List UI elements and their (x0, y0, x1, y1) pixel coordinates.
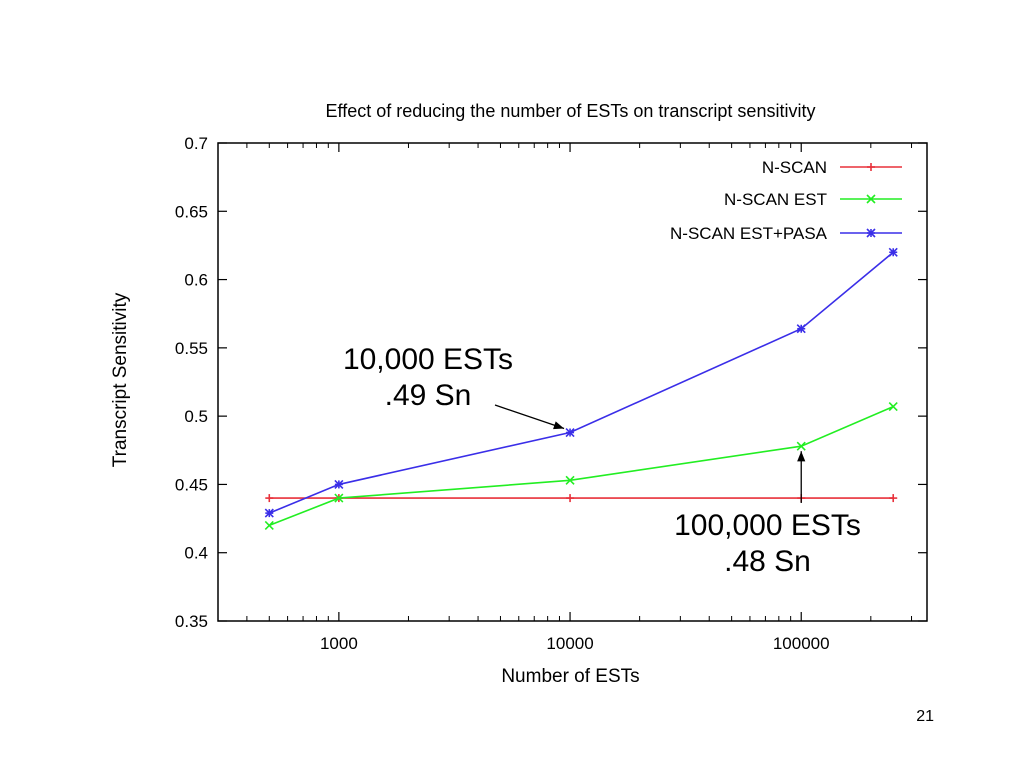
legend-label: N-SCAN EST+PASA (670, 224, 828, 243)
annotation-line: 10,000 ESTs (342, 343, 514, 376)
data-point (334, 493, 344, 503)
annotation-100000-ests: 100,000 ESTs .48 Sn (655, 508, 880, 580)
data-point (888, 402, 898, 412)
y-tick-label: 0.5 (184, 407, 208, 426)
chart-title: Effect of reducing the number of ESTs on… (326, 101, 816, 121)
data-point (566, 494, 575, 503)
data-point (565, 427, 575, 438)
data-point (265, 494, 274, 503)
annotation-arrow-1 (494, 404, 565, 430)
data-point (796, 324, 806, 334)
y-axis-label: Transcript Sensitivity (110, 292, 131, 467)
annotation-line: .48 Sn (724, 545, 811, 578)
plot-frame (217, 142, 928, 622)
data-point (888, 247, 898, 257)
data-point (796, 441, 806, 451)
x-axis-label: Number of ESTs (501, 666, 639, 687)
y-tick-label: 0.4 (184, 544, 208, 563)
x-tick-label: 10000 (546, 634, 593, 653)
y-tick-label: 0.7 (184, 134, 208, 153)
y-tick-label: 0.6 (184, 271, 208, 290)
data-point (889, 494, 898, 503)
x-tick-label: 100000 (773, 634, 830, 653)
legend-marker (866, 194, 876, 204)
data-point (334, 479, 344, 489)
x-tick-label: 1000 (320, 634, 358, 653)
data-point (264, 508, 274, 518)
page-number: 21 (916, 708, 934, 725)
data-point (264, 520, 274, 530)
annotation-line: 100,000 ESTs (674, 509, 861, 542)
arrow-head (797, 451, 806, 462)
arrow-head (553, 421, 565, 430)
legend-marker (866, 228, 876, 238)
y-tick-label: 0.55 (175, 339, 208, 358)
data-point (565, 475, 575, 485)
legend-label: N-SCAN (762, 158, 827, 177)
annotation-line: .49 Sn (384, 379, 472, 412)
y-tick-label: 0.35 (175, 612, 208, 631)
legend-marker (867, 163, 875, 171)
y-tick-label: 0.65 (175, 202, 208, 221)
annotation-10000-ests: 10,000 ESTs .49 Sn (318, 342, 538, 414)
y-tick-label: 0.45 (175, 475, 208, 494)
legend-label: N-SCAN EST (724, 190, 827, 209)
